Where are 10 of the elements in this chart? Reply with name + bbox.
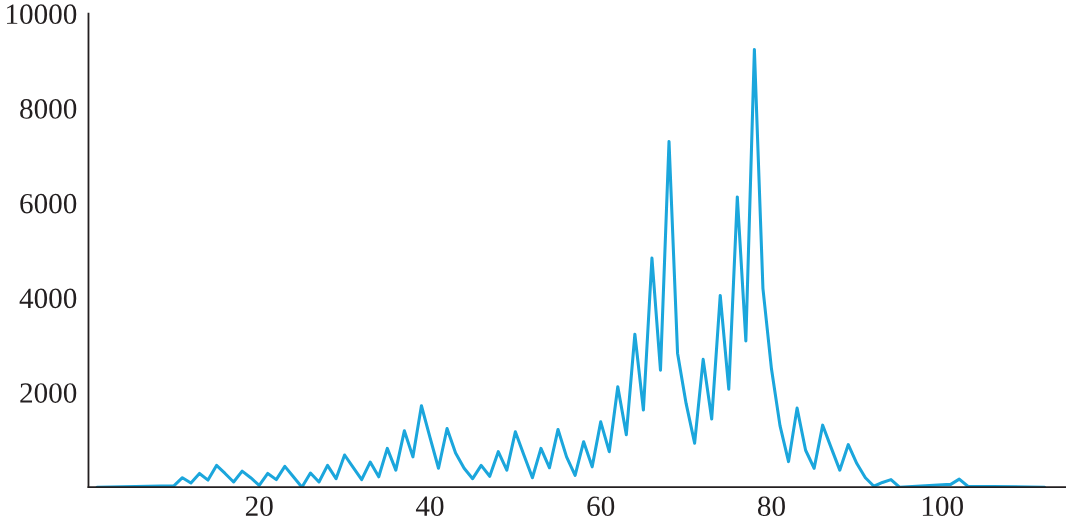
y-tick-label: 8000 [20, 99, 77, 119]
x-tick-label: 40 [415, 496, 444, 517]
y-tick-label: 10000 [7, 4, 77, 25]
y-tick-label: 4000 [19, 288, 77, 309]
y-tick-label: 6000 [20, 193, 77, 214]
x-tick-label: 60 [587, 496, 615, 517]
y-tick-label: 2000 [20, 383, 77, 403]
x-tick-label: 80 [757, 496, 785, 517]
x-tick-label: 100 [922, 496, 963, 517]
x-tick-label: 20 [245, 496, 273, 517]
